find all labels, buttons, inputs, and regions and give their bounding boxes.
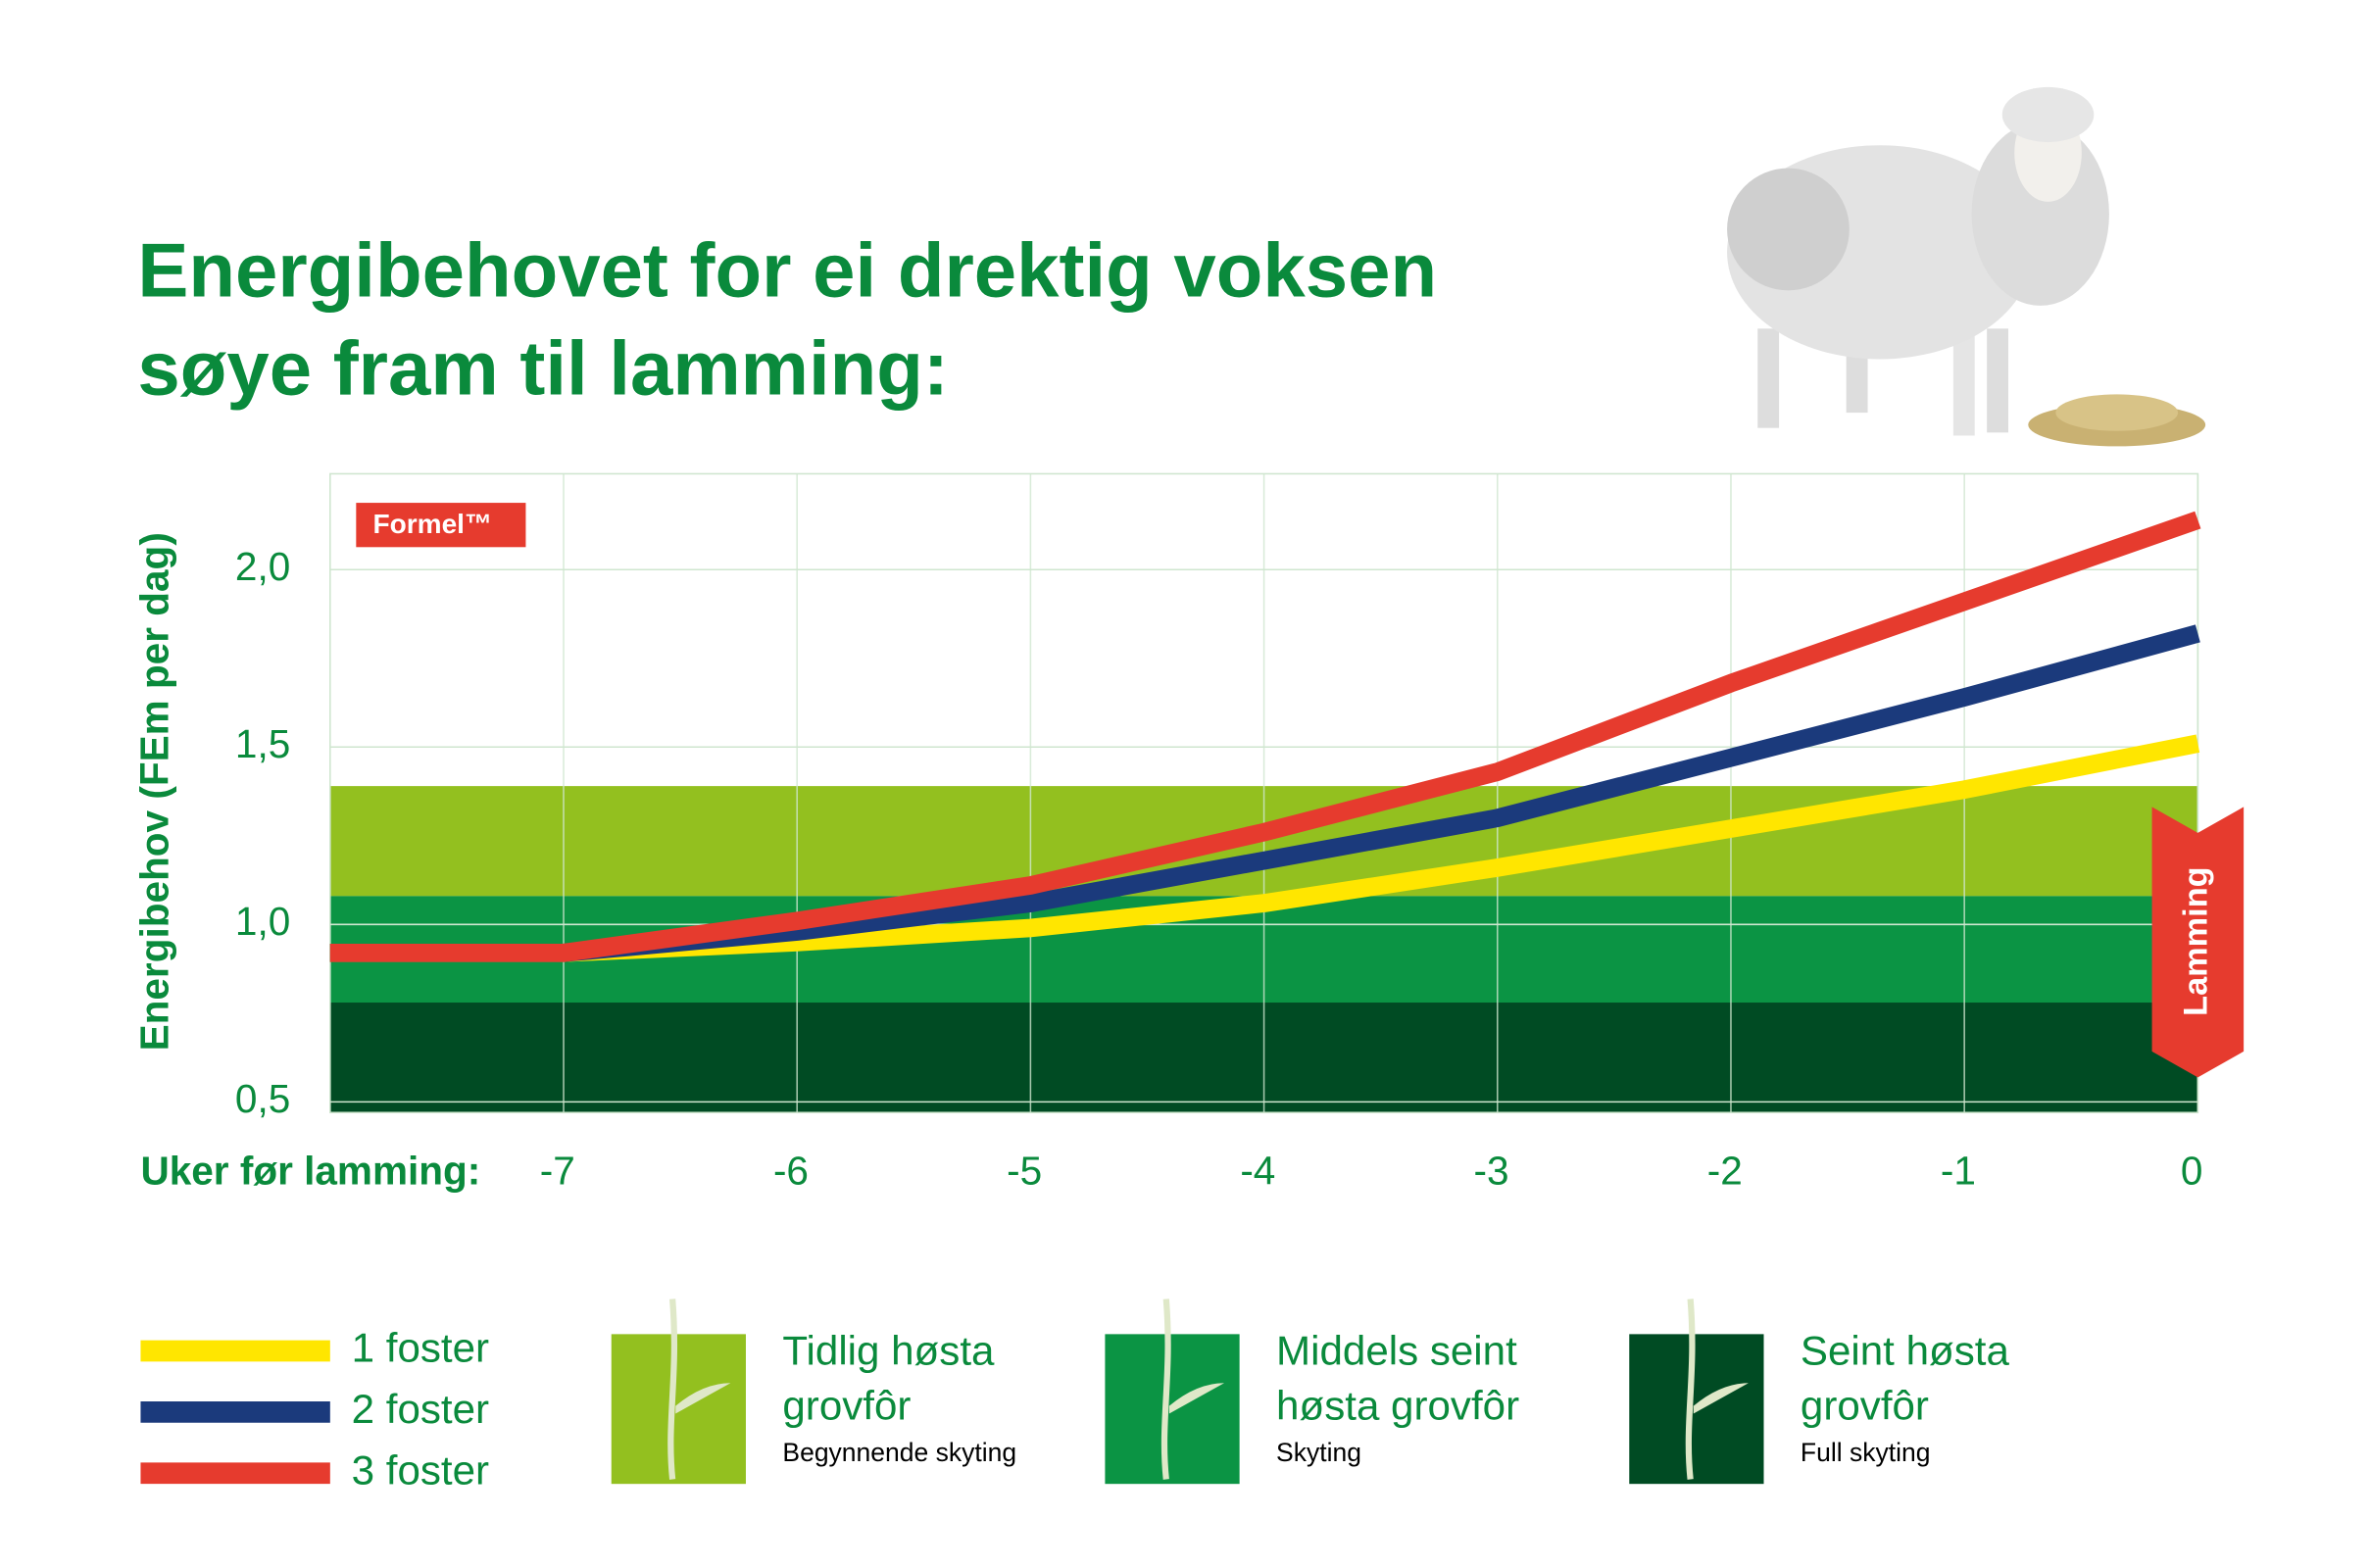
y-tick-label: 1,5 — [235, 721, 290, 766]
plot-border — [329, 472, 2199, 1114]
grass-leaf — [675, 1383, 731, 1414]
grass-icon — [1685, 1298, 1696, 1480]
chart-title: Energibehovet for ei drektig voksen søye… — [137, 227, 1438, 412]
grass-leaf — [1693, 1383, 1749, 1414]
band-legend-label: Seint høsta grovfôr — [1800, 1328, 2009, 1430]
annotation-banner — [2151, 807, 2245, 1078]
band-legend-box: Seint høsta grovfôr Full skyting — [1800, 1328, 2009, 1468]
x-tick-label: 0 — [2181, 1148, 2203, 1193]
band-legend-subtitle: Skyting — [1276, 1438, 1361, 1468]
band-legend-label: Middels seint høsta grovfôr — [1276, 1328, 1520, 1430]
band-legend-box: Tidlig høsta grovfôr Begynnende skyting — [782, 1328, 1017, 1468]
legend-label: 1 foster — [352, 1325, 489, 1371]
band-legend-subtitle: Begynnende skyting — [782, 1438, 1017, 1468]
y-tick-label: 0,5 — [235, 1076, 290, 1121]
annotation: Lamming — [2177, 866, 2214, 1015]
band-legend-label: Tidlig høsta grovfôr — [782, 1328, 995, 1430]
x-tick-label: -3 — [1474, 1148, 1509, 1193]
x-tick-label: -4 — [1240, 1148, 1275, 1193]
grass-leaf — [1168, 1383, 1225, 1414]
x-tick-label: -7 — [540, 1148, 575, 1193]
logo-box — [356, 503, 526, 548]
band-legend-box: Middels seint høsta grovfôr Skyting — [1276, 1328, 1520, 1468]
series-line — [329, 511, 2201, 962]
x-tick-label: -5 — [1007, 1148, 1042, 1193]
y-tick-label: 2,0 — [235, 544, 290, 589]
y-axis-label: Energibehov (FEm per dag) — [131, 532, 176, 1051]
logo: Formel™ — [372, 509, 492, 539]
x-tick-label: -1 — [1941, 1148, 1976, 1193]
title-box: Energibehovet for ei drektig voksen søye… — [137, 227, 1438, 412]
band-legend-subtitle: Full skyting — [1800, 1438, 1931, 1468]
y-tick-label: 1,0 — [235, 899, 290, 944]
grass-icon — [667, 1298, 678, 1480]
legend-label: 2 foster — [352, 1386, 489, 1432]
x-axis-label: Uker før lamming: — [140, 1148, 480, 1193]
x-tick-label: -6 — [773, 1148, 809, 1193]
x-tick-label: -2 — [1707, 1148, 1743, 1193]
grass-icon — [1160, 1298, 1171, 1480]
legend-label: 3 foster — [352, 1446, 489, 1493]
sheep-illustration — [1727, 86, 2206, 447]
